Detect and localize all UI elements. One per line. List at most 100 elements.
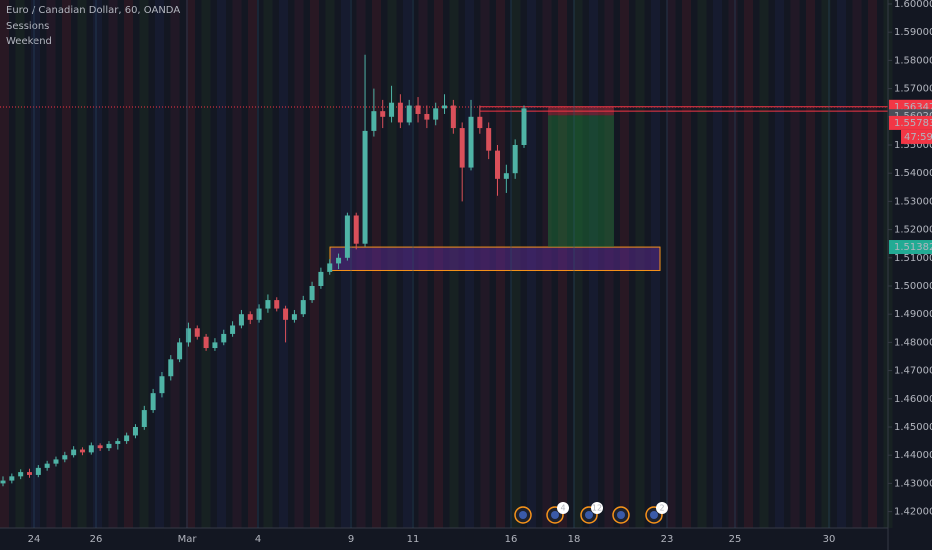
session-stripe: [170, 0, 180, 528]
price-tag-label: 1.56347: [894, 102, 932, 113]
session-stripe: [217, 0, 226, 528]
candle-body: [424, 113, 430, 120]
session-stripe: [62, 0, 71, 528]
candle-body: [433, 108, 439, 120]
candle-body: [150, 393, 156, 411]
session-stripe: [775, 0, 784, 528]
session-stripe: [77, 0, 87, 528]
event-badge-label: 4: [560, 504, 565, 513]
price-tag-label: 1.55783: [894, 118, 932, 129]
candle-body: [106, 443, 112, 449]
target-area: [548, 115, 614, 248]
session-stripe: [790, 0, 800, 528]
candle-body: [71, 449, 77, 456]
session-stripe: [868, 0, 877, 528]
session-stripe: [0, 0, 9, 528]
candle-body: [362, 130, 368, 244]
session-stripe: [263, 0, 273, 528]
candle-body: [168, 359, 174, 377]
session-stripe: [31, 0, 40, 528]
candle-body: [0, 480, 6, 484]
session-stripe: [15, 0, 25, 528]
candle-body: [503, 173, 509, 179]
y-tick-label: 1.42000: [894, 507, 932, 518]
event-badge-label: 2: [659, 504, 664, 513]
session-stripe: [201, 0, 211, 528]
session-stripe: [232, 0, 242, 528]
session-stripe: [744, 0, 753, 528]
session-stripe: [310, 0, 319, 528]
candle-body: [9, 476, 15, 481]
candle-body: [132, 426, 138, 436]
y-tick-label: 1.53000: [894, 196, 932, 207]
candle-body: [450, 105, 456, 129]
candle-body: [318, 271, 324, 286]
candle-body: [521, 108, 527, 145]
session-stripe: [806, 0, 815, 528]
event-badge: [656, 502, 668, 514]
candle-body: [291, 314, 297, 320]
candle-body: [203, 336, 209, 349]
session-stripe: [821, 0, 831, 528]
candle-body: [442, 105, 448, 109]
event-badge-label: 12: [592, 504, 602, 513]
candle-body: [397, 102, 403, 123]
session-stripe: [279, 0, 288, 528]
session-stripe: [682, 0, 691, 528]
event-icon-inner: [617, 511, 625, 519]
event-icon-inner: [519, 511, 527, 519]
session-stripe: [139, 0, 149, 528]
candle-body: [53, 459, 59, 464]
candle-body: [380, 111, 386, 117]
session-stripe: [852, 0, 862, 528]
session-stripe: [697, 0, 707, 528]
candle-body: [44, 463, 50, 468]
candle-body: [221, 333, 227, 343]
candle-body: [185, 328, 191, 343]
y-tick-label: 1.57000: [894, 84, 932, 95]
candle-body: [459, 128, 465, 168]
indicator-name: Sessions: [6, 21, 49, 32]
candle-body: [26, 472, 32, 475]
candle-body: [79, 449, 85, 453]
candle-body: [177, 342, 183, 360]
candle-body: [62, 455, 68, 460]
candle-body: [389, 102, 395, 117]
candle-body: [247, 314, 253, 320]
session-stripe: [155, 0, 164, 528]
y-tick-label: 1.55000: [894, 140, 932, 151]
chart-title: Euro / Canadian Dollar, 60, OANDA: [6, 5, 180, 16]
session-stripe: [666, 0, 676, 528]
price-tag-label: 1.51382: [894, 242, 932, 253]
x-tick-label: 9: [348, 534, 354, 545]
session-stripe: [759, 0, 769, 528]
y-tick-label: 1.43000: [894, 478, 932, 489]
x-tick-label: 26: [90, 534, 103, 545]
candle-body: [238, 314, 244, 326]
session-stripe: [248, 0, 257, 528]
y-tick-label: 1.47000: [894, 366, 932, 377]
session-stripe: [46, 0, 56, 528]
candle-body: [406, 105, 412, 123]
x-tick-label: 4: [255, 534, 261, 545]
candle-body: [18, 472, 24, 477]
candle-body: [486, 128, 492, 151]
candle-body: [283, 308, 289, 320]
y-tick-label: 1.51000: [894, 253, 932, 264]
price-tag: [889, 115, 932, 130]
session-stripe: [728, 0, 738, 528]
session-stripe: [93, 0, 102, 528]
y-tick-label: 1.58000: [894, 55, 932, 66]
session-stripe: [713, 0, 722, 528]
candle-body: [274, 300, 280, 309]
y-tick-label: 1.50000: [894, 281, 932, 292]
x-tick-label: 30: [823, 534, 836, 545]
session-stripe: [837, 0, 846, 528]
candle-body: [230, 325, 236, 334]
y-tick-label: 1.44000: [894, 450, 932, 461]
candle-body: [309, 285, 315, 301]
candle-body: [344, 215, 350, 258]
candle-body: [115, 441, 121, 444]
event-icon-inner: [585, 511, 593, 519]
